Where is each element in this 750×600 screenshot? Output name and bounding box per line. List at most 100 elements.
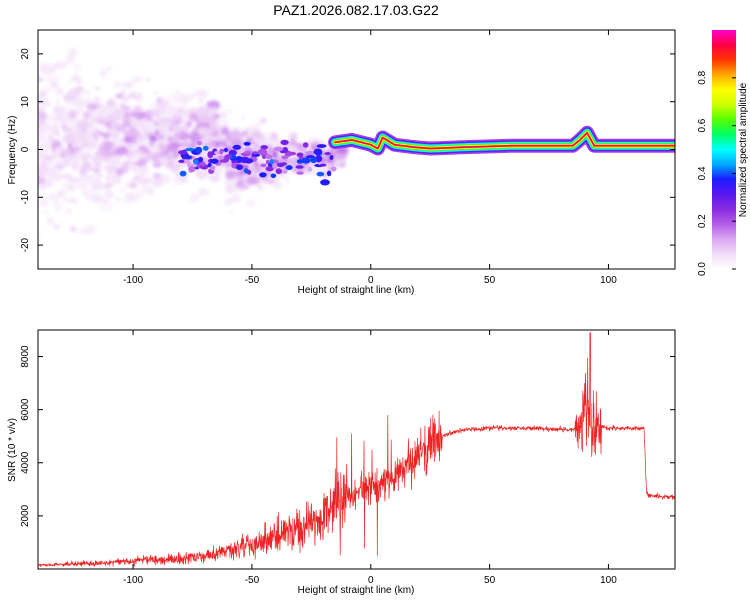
spectrogram-cell [66,153,77,161]
spectrogram-cell [135,175,139,180]
spectrogram-cell [200,161,206,167]
spectrogram-cell [316,144,327,148]
spectrogram-cell [173,112,182,121]
spectrogram-cell [68,135,83,145]
spectrogram-cell [57,74,63,79]
spectrogram-cell [46,115,52,120]
spectrogram-cell [210,158,219,164]
spectrogram-cell [77,152,83,157]
spectrogram-cell [121,188,125,192]
spectrogram-cell [243,151,251,155]
spectrogram-cell [55,132,60,137]
spectrogram-cell [102,198,106,202]
spectrogram-cell [178,129,181,133]
spectrogram-cell [57,160,65,165]
spectrogram-cell [49,127,58,133]
spectrogram-cell [73,98,87,108]
spectrogram-cell [295,165,304,169]
spectrogram-cell [210,165,216,171]
spectrogram-cell [280,162,287,166]
x-tick-label: -100 [123,575,143,586]
spectrogram-cell [260,163,267,168]
spectrogram-cell [104,183,112,189]
spectrogram-cell [51,150,63,159]
spectrogram-cell [159,117,167,122]
spectrogram-cell [43,118,48,122]
snr-panel: -100 -50 0 50 100 2000 4000 6000 8000 Height of… [7,329,676,596]
colorbar-ticks: 0.0 0.2 0.4 0.6 0.8 [697,70,736,276]
spectrogram-cell [78,227,91,236]
spectrogram-cell [39,64,56,75]
spectrogram-cell [90,154,104,164]
spectrogram-cell [179,136,186,140]
y-tick-label: -20 [20,237,31,252]
spectrogram-cell [61,125,71,133]
spectrogram-cell [60,153,65,159]
spectrogram-cell [71,167,77,171]
spectrogram-cell [170,95,182,105]
spectrogram-cell [105,176,112,183]
spectrogram-cell [245,200,257,207]
spectrogram-cell [72,62,83,72]
spectrogram-cell [324,152,331,156]
spectrogram-cell [39,197,49,207]
spectrogram-cell [197,141,202,146]
spectrogram-cell [61,194,74,204]
spectrogram-cell [243,168,249,174]
spectrogram-cell [289,151,296,156]
spectrogram-cell [95,86,99,91]
spectrogram-cell [69,128,73,133]
spectrogram-cell [98,66,105,72]
spectrogram-cell [84,192,92,198]
spectrogram-cell [265,154,273,159]
x-tick-label: 0 [368,275,374,286]
colorbar-tick-label: 0.6 [697,118,708,132]
spectrogram-cell [179,143,185,148]
x-tick-label: -50 [245,275,260,286]
spectrogram-cell [168,163,179,173]
spectrogram-cell [120,103,125,108]
spectrogram-cell [285,165,293,171]
spectrogram-cell [270,173,277,179]
x-tick-label: 0 [368,575,374,586]
spectrogram-cell [158,129,166,136]
y-tick-label: 4000 [20,451,31,474]
snr-frame [37,329,676,570]
spectrogram-cell [121,105,132,114]
spectrogram-cell [106,102,110,106]
spectrogram-cell [112,175,122,185]
spectrogram-cell [38,76,44,83]
spectrogram-cell [39,142,53,151]
spectrogram-cell [38,132,46,141]
spectrogram-cell [174,89,180,94]
spectrogram-cell [83,113,89,121]
spectrogram-cell [132,167,139,172]
spectrogram-cell [113,148,126,157]
spectrogram-cell [153,159,162,166]
spectrogram-cell [123,199,131,205]
spectrogram-cell [265,178,275,185]
spectrogram-cell [102,147,117,158]
spectrogram-cell [178,150,188,155]
spectrogram-cell [114,81,121,88]
spectrogram-cell [98,110,107,119]
spectrogram-cell [80,176,86,180]
colorbar-tick-label: 0.2 [697,214,708,228]
spectrogram-cell [100,70,108,78]
spectrogram-cell [202,145,209,151]
spectrogram-cell [268,132,278,140]
spectrogram-cell [310,156,317,164]
spectrogram-cell [38,95,42,99]
spectrogram-cell [84,126,97,136]
spectrogram-cell [55,190,66,198]
spectrogram-cell [235,164,244,171]
spectrogram-cell [117,165,129,174]
colorbar-tick-label: 0.0 [697,262,708,276]
spectrogram-cell [307,166,313,172]
spectrogram-cell [148,135,157,142]
spectrogram-cell [148,140,156,147]
spectrogram-cell [150,103,157,108]
spectrogram-cell [51,139,62,149]
spectrogram-cell [130,146,137,153]
spectrogram-cell [176,163,181,168]
